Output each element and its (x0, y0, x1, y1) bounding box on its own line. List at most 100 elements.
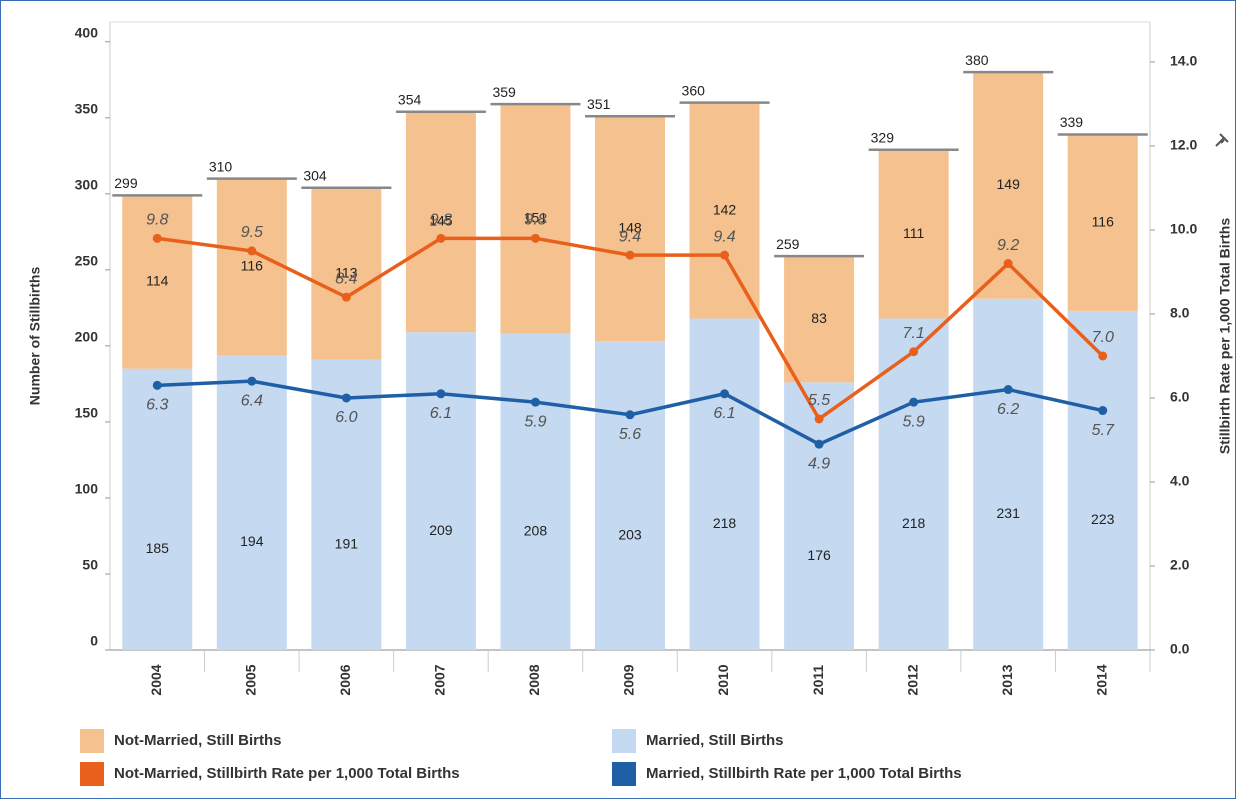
bar-value-label: 111 (903, 225, 924, 241)
bar-segment (595, 116, 665, 342)
bar-value-label: 142 (713, 201, 737, 217)
bar-value-label: 218 (713, 515, 737, 531)
rate-label: 9.4 (619, 228, 641, 245)
legend-swatch (80, 762, 104, 786)
bar-value-label: 83 (811, 310, 827, 326)
rate-label: 8.4 (335, 270, 357, 287)
y-tick-label: 200 (75, 329, 99, 345)
y2-tick-label: 8.0 (1170, 305, 1190, 321)
y2-tick-label: 12.0 (1170, 137, 1197, 153)
rate-point (1098, 406, 1108, 416)
rate-point (814, 414, 824, 424)
rate-point (1003, 385, 1013, 395)
rate-label: 4.9 (808, 455, 830, 472)
bar-value-label: 218 (902, 515, 926, 531)
rate-point (814, 439, 824, 449)
x-tick-label: 2011 (810, 665, 826, 696)
bar-value-label: 209 (429, 522, 453, 538)
bar-segment (973, 298, 1044, 650)
rate-label: 5.5 (808, 392, 830, 409)
rate-label: 6.1 (430, 405, 452, 422)
x-tick-label: 2012 (904, 664, 920, 695)
rate-point (152, 233, 162, 243)
x-tick-label: 2010 (715, 664, 731, 695)
total-label: 360 (682, 82, 706, 98)
bar-value-label: 185 (146, 540, 170, 556)
legend-swatch (612, 762, 636, 786)
rate-point (436, 233, 446, 243)
rate-point (530, 233, 540, 243)
rate-point (247, 246, 257, 256)
y-tick-label: 50 (82, 557, 98, 573)
y-tick-label: 0 (90, 633, 98, 649)
bar-value-label: 148 (618, 220, 642, 236)
bar-value-label: 113 (335, 264, 358, 280)
legend-label: Married, Stillbirth Rate per 1,000 Total… (646, 765, 962, 782)
total-label: 351 (587, 96, 611, 112)
total-label: 310 (209, 158, 233, 174)
rate-label: 6.0 (335, 409, 357, 426)
bar-segment (405, 332, 476, 650)
rate-point (341, 292, 351, 302)
rate-label: 5.9 (903, 413, 925, 430)
x-tick-label: 2004 (148, 664, 164, 695)
total-label: 259 (776, 236, 800, 252)
bar-segment (878, 149, 949, 319)
legend-swatch (80, 729, 104, 753)
y-tick-label: 100 (75, 481, 99, 497)
y-tick-label: 350 (75, 100, 99, 116)
rate-point (530, 397, 540, 407)
bar-segment (311, 187, 382, 360)
y2-axis-label: Stillbirth Rate per 1,000 Total Births (1217, 218, 1233, 454)
rate-label: 5.7 (1092, 422, 1115, 439)
y2-tick-label: 6.0 (1170, 389, 1190, 405)
y2-tick-label: 2.0 (1170, 557, 1190, 573)
rate-label: 7.0 (1092, 329, 1114, 346)
bar-value-label: 151 (524, 210, 548, 226)
x-tick-label: 2007 (432, 664, 448, 695)
rate-point (247, 376, 257, 386)
rate-label: 6.2 (997, 401, 1019, 418)
y-tick-label: 400 (75, 24, 99, 40)
rate-point (1098, 351, 1108, 361)
bar-value-label: 145 (429, 213, 453, 229)
bar-value-label: 208 (524, 523, 548, 539)
rate-label: 9.5 (241, 224, 263, 241)
total-label: 304 (303, 167, 327, 183)
legend-label: Married, Still Births (646, 732, 784, 749)
bar-segment (122, 195, 193, 369)
total-label: 329 (871, 129, 895, 145)
bar-value-label: 191 (335, 535, 359, 551)
rate-label: 9.4 (713, 228, 735, 245)
bar-segment (784, 382, 855, 650)
bar-segment (595, 341, 665, 650)
rate-point (720, 389, 730, 399)
rate-label: 5.6 (619, 426, 641, 443)
total-label: 380 (965, 52, 989, 68)
bar-segment (878, 318, 949, 650)
rate-label: 6.3 (146, 397, 168, 414)
rate-point (909, 397, 919, 407)
rate-label: 6.1 (713, 405, 735, 422)
rate-label: 9.2 (997, 237, 1019, 254)
y-tick-label: 150 (75, 405, 99, 421)
x-tick-label: 2005 (243, 664, 259, 695)
rate-point (152, 380, 162, 390)
y-tick-label: 300 (75, 177, 99, 193)
legend-label: Not-Married, Still Births (114, 732, 282, 749)
rate-point (436, 389, 446, 399)
bar-segment (1067, 310, 1138, 650)
rate-label: 9.8 (524, 212, 546, 229)
rate-label: 9.8 (430, 212, 452, 229)
bar-segment (405, 111, 476, 333)
bar-segment (500, 104, 571, 334)
y2-tick-label: 4.0 (1170, 473, 1190, 489)
bar-value-label: 116 (241, 258, 264, 274)
pin-icon (1215, 133, 1229, 147)
bar-value-label: 116 (1092, 213, 1115, 229)
rate-point (720, 250, 730, 260)
bar-segment (216, 355, 287, 650)
y-axis-label: Number of Stillbirths (27, 267, 43, 406)
bar-segment (784, 256, 855, 383)
